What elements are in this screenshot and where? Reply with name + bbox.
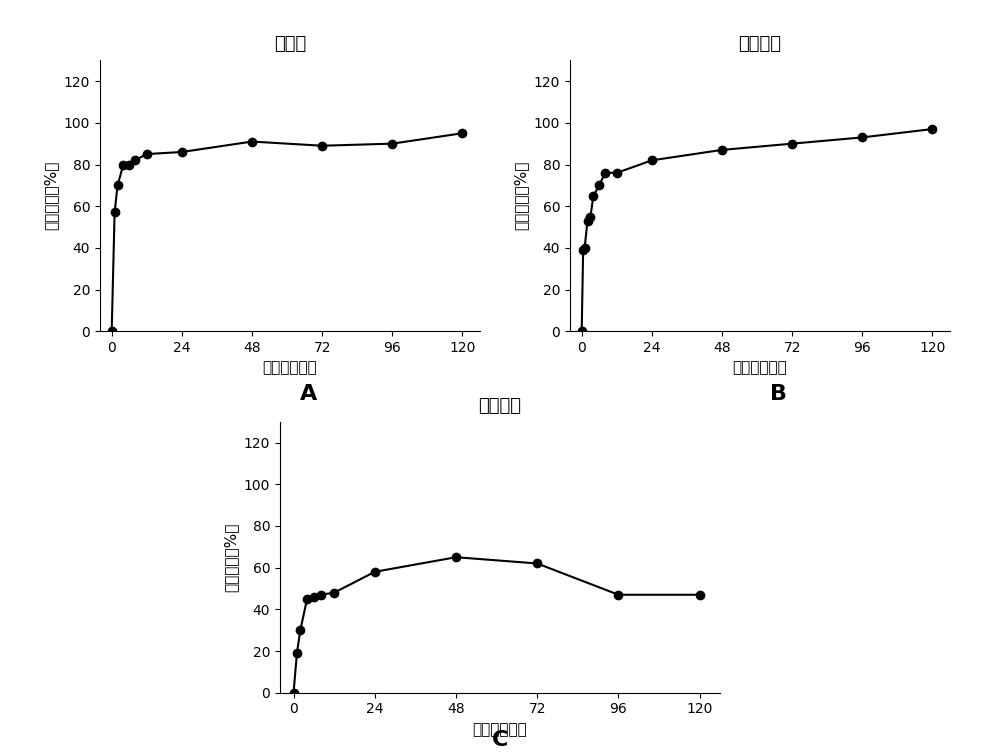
Title: 甲础唐: 甲础唐 bbox=[274, 35, 306, 53]
X-axis label: 时间（小时）: 时间（小时） bbox=[263, 361, 317, 376]
Y-axis label: 累积释放（%）: 累积释放（%） bbox=[513, 161, 528, 230]
Text: B: B bbox=[770, 384, 787, 404]
X-axis label: 时间（小时）: 时间（小时） bbox=[733, 361, 787, 376]
Y-axis label: 累积释放（%）: 累积释放（%） bbox=[43, 161, 58, 230]
Y-axis label: 累积释放（%）: 累积释放（%） bbox=[223, 523, 238, 592]
Title: 环丙沙星: 环丙沙星 bbox=[738, 35, 782, 53]
Title: 米诺环素: 米诺环素 bbox=[479, 397, 522, 415]
Text: A: A bbox=[300, 384, 318, 404]
Text: C: C bbox=[492, 730, 508, 751]
X-axis label: 时间（小时）: 时间（小时） bbox=[473, 722, 527, 737]
